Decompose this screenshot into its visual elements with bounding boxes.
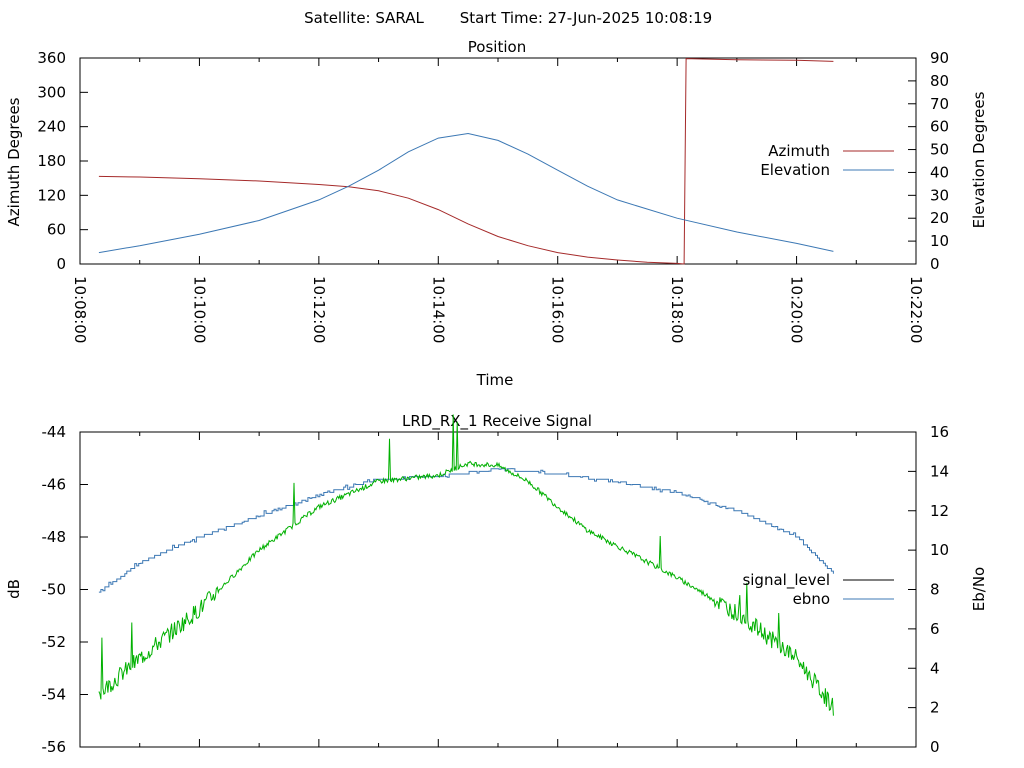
signal-y2-axis-label: Eb/No (970, 567, 988, 611)
signal-y2-tick-label: 10 (930, 541, 949, 559)
legend-elevation-label: Elevation (760, 161, 830, 179)
signal-y-tick-label: -48 (42, 528, 67, 546)
signal-y-axis-label: dB (5, 579, 23, 599)
start-time-label: Start Time: 27-Jun-2025 10:08:19 (460, 9, 712, 27)
signal-y-tick-label: -52 (42, 633, 67, 651)
position-x-axis-label: Time (476, 371, 514, 389)
signal-series (98, 414, 834, 716)
position-y2-tick-label: 10 (930, 232, 949, 250)
position-y-tick-label: 360 (37, 49, 66, 67)
signal-y-tick-label: -46 (42, 476, 67, 494)
position-y-tick-label: 240 (37, 118, 66, 136)
signal-y2-tick-label: 16 (930, 423, 949, 441)
position-y-tick-label: 180 (37, 152, 66, 170)
position-y2-tick-label: 50 (930, 141, 949, 159)
signal-y2-tick-label: 14 (930, 462, 949, 480)
position-y2-tick-label: 70 (930, 95, 949, 113)
position-y2-tick-label: 90 (930, 49, 949, 67)
legend-ebno-label: ebno (793, 590, 830, 608)
signal-y-tick-label: -56 (42, 738, 67, 756)
position-x-tick-label: 10:10:00 (190, 276, 208, 343)
azimuth-line (98, 58, 834, 265)
position-y-tick-label: 0 (56, 255, 66, 273)
position-x-tick-label: 10:14:00 (429, 276, 447, 343)
signal-chart-title: LRD_RX_1 Receive Signal (402, 412, 592, 431)
position-chart-title: Position (468, 38, 526, 56)
signal-y-tick-label: -54 (42, 686, 67, 704)
signal-y2-tick-label: 4 (930, 659, 940, 677)
position-x-tick-label: 10:18:00 (668, 276, 686, 343)
position-y-tick-label: 120 (37, 186, 66, 204)
signal-plot-frame (79, 431, 917, 748)
position-axes: 0 60 120 180 240 300 360 0 10 20 30 40 50 60 70 80 90 10:… (37, 49, 949, 343)
position-y2-tick-label: 60 (930, 118, 949, 136)
signal-axes: -56 -54 -52 -50 -48 -46 -44 0 2 4 6 8 10 12 14 16 (42, 423, 950, 756)
signal-level-line (98, 468, 834, 593)
position-y-axis-label: Azimuth Degrees (5, 97, 23, 226)
signal-y-tick-label: -44 (42, 423, 67, 441)
position-y2-tick-label: 30 (930, 186, 949, 204)
legend-signal-level-label: signal_level (742, 571, 830, 590)
position-series (98, 58, 834, 265)
signal-y2-tick-label: 8 (930, 581, 940, 599)
position-y-tick-label: 300 (37, 83, 66, 101)
legend-azimuth-label: Azimuth (768, 142, 830, 160)
satellite-label: Satellite: SARAL (304, 9, 424, 27)
signal-y-tick-label: -50 (42, 581, 67, 599)
position-x-tick-label: 10:22:00 (907, 276, 925, 343)
signal-y2-tick-label: 6 (930, 620, 940, 638)
ebno-line (98, 414, 834, 716)
position-y2-axis-label: Elevation Degrees (970, 91, 988, 228)
position-x-tick-label: 10:20:00 (788, 276, 806, 343)
position-y2-tick-label: 80 (930, 72, 949, 90)
elevation-line (98, 132, 834, 254)
position-y2-tick-label: 0 (930, 255, 940, 273)
position-y-tick-label: 60 (47, 221, 66, 239)
signal-y2-tick-label: 2 (930, 699, 940, 717)
signal-y2-tick-label: 0 (930, 738, 940, 756)
position-x-tick-label: 10:12:00 (310, 276, 328, 343)
position-x-tick-label: 10:16:00 (549, 276, 567, 343)
position-y2-tick-label: 40 (930, 163, 949, 181)
signal-y2-tick-label: 12 (930, 502, 949, 520)
position-y2-tick-label: 20 (930, 209, 949, 227)
position-x-tick-label: 10:08:00 (71, 276, 89, 343)
